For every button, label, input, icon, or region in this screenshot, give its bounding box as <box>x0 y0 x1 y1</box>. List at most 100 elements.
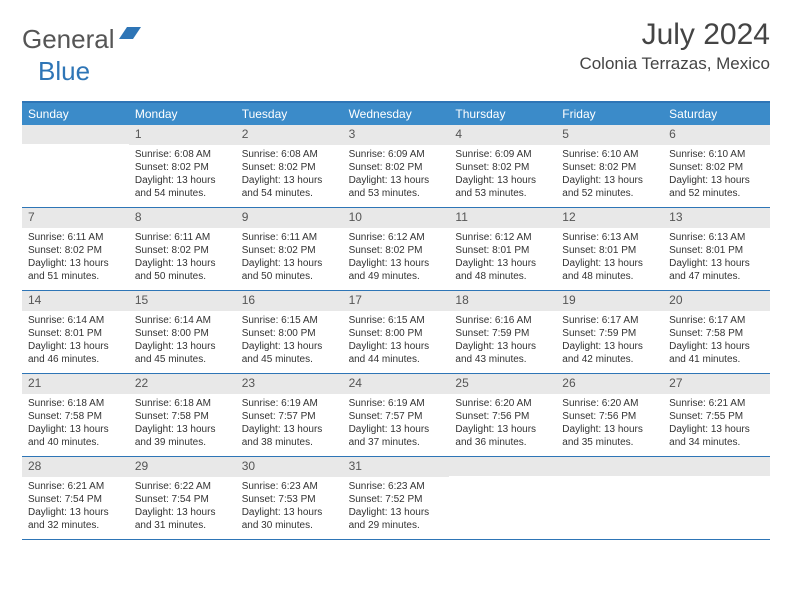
sunrise-line: Sunrise: 6:14 AM <box>28 314 123 327</box>
sunset-line: Sunset: 8:00 PM <box>349 327 444 340</box>
day-cell: 24Sunrise: 6:19 AMSunset: 7:57 PMDayligh… <box>343 374 450 456</box>
day-number: 15 <box>129 291 236 311</box>
sunrise-line: Sunrise: 6:20 AM <box>562 397 657 410</box>
daylight-line: Daylight: 13 hours and 48 minutes. <box>455 257 550 283</box>
calendar: SundayMondayTuesdayWednesdayThursdayFrid… <box>22 101 770 540</box>
day-body: Sunrise: 6:15 AMSunset: 8:00 PMDaylight:… <box>236 311 343 372</box>
sunset-line: Sunset: 8:02 PM <box>349 244 444 257</box>
sunrise-line: Sunrise: 6:17 AM <box>669 314 764 327</box>
sunrise-line: Sunrise: 6:08 AM <box>242 148 337 161</box>
day-body: Sunrise: 6:09 AMSunset: 8:02 PMDaylight:… <box>449 145 556 206</box>
day-number: 9 <box>236 208 343 228</box>
daylight-line: Daylight: 13 hours and 45 minutes. <box>242 340 337 366</box>
sunrise-line: Sunrise: 6:23 AM <box>349 480 444 493</box>
day-cell: 25Sunrise: 6:20 AMSunset: 7:56 PMDayligh… <box>449 374 556 456</box>
sunrise-line: Sunrise: 6:17 AM <box>562 314 657 327</box>
day-number: 27 <box>663 374 770 394</box>
daylight-line: Daylight: 13 hours and 47 minutes. <box>669 257 764 283</box>
day-body: Sunrise: 6:21 AMSunset: 7:54 PMDaylight:… <box>22 477 129 538</box>
sunrise-line: Sunrise: 6:23 AM <box>242 480 337 493</box>
weekday-header: Thursday <box>449 103 556 125</box>
sunrise-line: Sunrise: 6:08 AM <box>135 148 230 161</box>
day-cell: 4Sunrise: 6:09 AMSunset: 8:02 PMDaylight… <box>449 125 556 207</box>
week-row: 7Sunrise: 6:11 AMSunset: 8:02 PMDaylight… <box>22 208 770 291</box>
day-number: 21 <box>22 374 129 394</box>
sunrise-line: Sunrise: 6:09 AM <box>349 148 444 161</box>
day-cell: 22Sunrise: 6:18 AMSunset: 7:58 PMDayligh… <box>129 374 236 456</box>
sunset-line: Sunset: 7:55 PM <box>669 410 764 423</box>
sunset-line: Sunset: 7:58 PM <box>669 327 764 340</box>
day-cell: 5Sunrise: 6:10 AMSunset: 8:02 PMDaylight… <box>556 125 663 207</box>
day-number: 3 <box>343 125 450 145</box>
daylight-line: Daylight: 13 hours and 43 minutes. <box>455 340 550 366</box>
sunset-line: Sunset: 8:02 PM <box>242 244 337 257</box>
day-number: 2 <box>236 125 343 145</box>
sunset-line: Sunset: 8:02 PM <box>669 161 764 174</box>
weekday-header: Tuesday <box>236 103 343 125</box>
day-number: 5 <box>556 125 663 145</box>
day-number: 16 <box>236 291 343 311</box>
sunset-line: Sunset: 7:59 PM <box>455 327 550 340</box>
weekday-header: Sunday <box>22 103 129 125</box>
sunset-line: Sunset: 8:02 PM <box>135 161 230 174</box>
sunrise-line: Sunrise: 6:21 AM <box>28 480 123 493</box>
day-body: Sunrise: 6:08 AMSunset: 8:02 PMDaylight:… <box>236 145 343 206</box>
day-number: 1 <box>129 125 236 145</box>
day-cell: 1Sunrise: 6:08 AMSunset: 8:02 PMDaylight… <box>129 125 236 207</box>
day-cell: 20 Sunrise: 6:17 AMSunset: 7:58 PMDayligh… <box>663 291 770 373</box>
day-cell <box>449 457 556 539</box>
day-cell: 21Sunrise: 6:18 AMSunset: 7:58 PMDayligh… <box>22 374 129 456</box>
day-number: 28 <box>22 457 129 477</box>
sunset-line: Sunset: 8:02 PM <box>455 161 550 174</box>
daylight-line: Daylight: 13 hours and 31 minutes. <box>135 506 230 532</box>
sunrise-line: Sunrise: 6:11 AM <box>28 231 123 244</box>
sunrise-line: Sunrise: 6:15 AM <box>349 314 444 327</box>
sunrise-line: Sunrise: 6:19 AM <box>242 397 337 410</box>
day-body: Sunrise: 6:20 AMSunset: 7:56 PMDaylight:… <box>556 394 663 455</box>
sunrise-line: Sunrise: 6:21 AM <box>669 397 764 410</box>
day-number: 24 <box>343 374 450 394</box>
day-cell: 30Sunrise: 6:23 AMSunset: 7:53 PMDayligh… <box>236 457 343 539</box>
day-number: 8 <box>129 208 236 228</box>
sunrise-line: Sunrise: 6:10 AM <box>669 148 764 161</box>
daylight-line: Daylight: 13 hours and 52 minutes. <box>669 174 764 200</box>
sunrise-line: Sunrise: 6:13 AM <box>562 231 657 244</box>
week-row: 28Sunrise: 6:21 AMSunset: 7:54 PMDayligh… <box>22 457 770 540</box>
sunset-line: Sunset: 7:56 PM <box>562 410 657 423</box>
daylight-line: Daylight: 13 hours and 44 minutes. <box>349 340 444 366</box>
sunset-line: Sunset: 8:02 PM <box>242 161 337 174</box>
day-body: Sunrise: 6:19 AMSunset: 7:57 PMDaylight:… <box>236 394 343 455</box>
sunrise-line: Sunrise: 6:18 AM <box>135 397 230 410</box>
sunrise-line: Sunrise: 6:12 AM <box>455 231 550 244</box>
day-body: Sunrise: 6:13 AMSunset: 8:01 PMDaylight:… <box>556 228 663 289</box>
weeks-container: 1Sunrise: 6:08 AMSunset: 8:02 PMDaylight… <box>22 125 770 540</box>
day-body: Sunrise: 6:13 AMSunset: 8:01 PMDaylight:… <box>663 228 770 289</box>
day-cell: 2Sunrise: 6:08 AMSunset: 8:02 PMDaylight… <box>236 125 343 207</box>
day-number: 20 <box>663 291 770 311</box>
sunset-line: Sunset: 7:56 PM <box>455 410 550 423</box>
day-cell: 31Sunrise: 6:23 AMSunset: 7:52 PMDayligh… <box>343 457 450 539</box>
day-number: 19 <box>556 291 663 311</box>
day-cell: 6Sunrise: 6:10 AMSunset: 8:02 PMDaylight… <box>663 125 770 207</box>
sunset-line: Sunset: 7:54 PM <box>135 493 230 506</box>
sunset-line: Sunset: 8:02 PM <box>562 161 657 174</box>
day-cell: 3Sunrise: 6:09 AMSunset: 8:02 PMDaylight… <box>343 125 450 207</box>
day-cell: 10Sunrise: 6:12 AMSunset: 8:02 PMDayligh… <box>343 208 450 290</box>
day-body: Sunrise: 6:20 AMSunset: 7:56 PMDaylight:… <box>449 394 556 455</box>
day-cell: 26Sunrise: 6:20 AMSunset: 7:56 PMDayligh… <box>556 374 663 456</box>
day-number: 23 <box>236 374 343 394</box>
day-number: 17 <box>343 291 450 311</box>
daylight-line: Daylight: 13 hours and 37 minutes. <box>349 423 444 449</box>
weekday-row: SundayMondayTuesdayWednesdayThursdayFrid… <box>22 103 770 125</box>
sunset-line: Sunset: 8:02 PM <box>349 161 444 174</box>
daylight-line: Daylight: 13 hours and 42 minutes. <box>562 340 657 366</box>
day-number: 4 <box>449 125 556 145</box>
sunrise-line: Sunrise: 6:22 AM <box>135 480 230 493</box>
weekday-header: Saturday <box>663 103 770 125</box>
day-cell: 27Sunrise: 6:21 AMSunset: 7:55 PMDayligh… <box>663 374 770 456</box>
daylight-line: Daylight: 13 hours and 41 minutes. <box>669 340 764 366</box>
sunset-line: Sunset: 8:01 PM <box>455 244 550 257</box>
day-body: Sunrise: 6:19 AMSunset: 7:57 PMDaylight:… <box>343 394 450 455</box>
daylight-line: Daylight: 13 hours and 53 minutes. <box>455 174 550 200</box>
weekday-header: Monday <box>129 103 236 125</box>
